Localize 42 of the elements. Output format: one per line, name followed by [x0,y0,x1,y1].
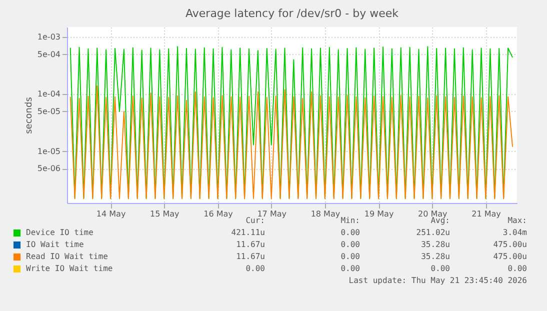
legend-label: Device IO time [26,228,94,237]
x-tick-label: 17 May [257,210,287,218]
text: Max: [508,216,527,225]
text: 475.00u [493,252,528,261]
text: 0.00 [246,264,266,273]
y-tick-label: 1e-03 [37,32,60,42]
y-axis-title: seconds [24,96,34,134]
text: 35.28u [421,252,450,261]
y-tick-label: 5e-05 [37,106,60,116]
text: 3.04m [502,228,528,237]
text: 0.00 [340,240,360,249]
text: 475.00u [493,240,528,249]
chart-title: Average latency for /dev/sr0 - by week [186,7,400,20]
text: Avg: [430,216,450,225]
legend-label: IO Wait time [26,240,84,249]
x-tick-label: 18 May [310,210,340,218]
text: 11.67u [236,252,266,261]
text: 0.00 [340,252,360,261]
text: 0.00 [430,264,450,273]
y-tick-label: 5e-06 [37,164,60,174]
text: 0.00 [508,264,528,273]
x-tick-label: 15 May [150,210,180,218]
text: 0.00 [340,264,360,273]
x-tick-label: 19 May [364,210,394,218]
text: 0.00 [340,228,360,237]
x-tick-label: 16 May [204,210,234,218]
text: Last update: Thu May 21 23:45:40 2026 [348,276,528,285]
y-tick-label: 1e-04 [37,90,60,99]
y-tick-label: 1e-05 [37,146,60,156]
x-tick-label: 14 May [96,210,126,218]
text: Cur: [246,216,265,225]
legend-label: Read IO Wait time [26,252,108,261]
text: 421.11u [231,228,266,237]
text: 35.28u [421,240,450,249]
y-tick-label: 5e-04 [37,50,60,59]
text: 11.67u [236,240,266,249]
text: 251.02u [416,228,450,237]
x-tick-label: 21 May [472,210,502,218]
x-tick-label: 20 May [418,210,448,218]
text: Min: [340,216,360,225]
line-series [70,85,514,199]
legend-label: Write IO Wait time [26,264,113,273]
